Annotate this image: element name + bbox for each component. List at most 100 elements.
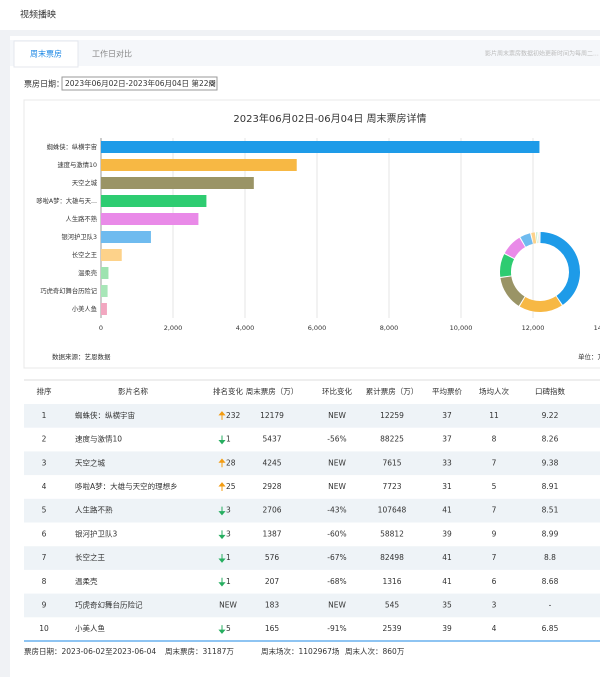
table-cell: 3 bbox=[226, 529, 231, 538]
table-cell: 人生路不熟 bbox=[75, 505, 113, 515]
table-cell: 2928 bbox=[262, 482, 281, 491]
table-cell: 9 bbox=[492, 529, 497, 538]
bar bbox=[101, 177, 254, 189]
x-tick-label: 12,000 bbox=[522, 324, 545, 332]
x-tick-label: 6,000 bbox=[308, 324, 327, 332]
table-cell: 576 bbox=[265, 553, 280, 562]
table-cell: 3 bbox=[226, 506, 231, 515]
table-cell: 9.38 bbox=[542, 458, 559, 467]
x-tick-label: 2,000 bbox=[164, 324, 183, 332]
table-cell: 1 bbox=[226, 577, 231, 586]
bar bbox=[101, 267, 109, 279]
table-cell: 545 bbox=[385, 600, 400, 609]
donut-slice bbox=[535, 232, 538, 244]
table-cell: 4 bbox=[492, 624, 497, 633]
chart-title: 2023年06月02日-06月04日 周末票房详情 bbox=[233, 112, 426, 125]
table-cell: 银河护卫队3 bbox=[75, 528, 117, 538]
arrow-down bbox=[218, 577, 226, 587]
table-cell: 2 bbox=[42, 435, 47, 444]
row-bg bbox=[24, 498, 600, 523]
table-cell: 5437 bbox=[262, 435, 281, 444]
y-tick-label: 小美人鱼 bbox=[72, 304, 97, 313]
row-bg bbox=[24, 546, 600, 570]
arrow-down bbox=[218, 530, 226, 540]
table-cell: -56% bbox=[327, 435, 346, 444]
table-header: 环比变化 bbox=[322, 386, 352, 396]
tab[interactable]: 周末票房 bbox=[30, 49, 62, 59]
table-cell: 58812 bbox=[380, 529, 404, 538]
y-tick-label: 天空之城 bbox=[72, 178, 98, 187]
donut-slice bbox=[531, 232, 537, 244]
y-tick-label: 速度与激情10 bbox=[58, 160, 98, 169]
select-value[interactable]: 2023年06月02日-2023年06月04日 第22周 bbox=[65, 78, 216, 88]
notice: 影片周末票房数据初始更新时间为每周二... bbox=[485, 50, 599, 58]
x-tick-label: 10,000 bbox=[450, 324, 473, 332]
table-cell: 5 bbox=[492, 482, 497, 491]
table-cell: 39 bbox=[442, 529, 452, 538]
table-cell: 8.99 bbox=[542, 529, 559, 538]
table-cell: 11 bbox=[489, 411, 499, 420]
table-cell: 6 bbox=[492, 577, 497, 586]
bar bbox=[101, 141, 540, 153]
table-cell: 温柔壳 bbox=[75, 576, 98, 586]
table-cell: 183 bbox=[265, 600, 280, 609]
table-cell: 88225 bbox=[380, 435, 404, 444]
arrow-down bbox=[218, 435, 226, 445]
bar bbox=[101, 249, 122, 261]
donut-slice bbox=[499, 254, 515, 277]
table-cell: 蜘蛛侠：纵横宇宙 bbox=[75, 410, 135, 420]
table-cell: 3 bbox=[42, 458, 47, 467]
table-cell: -43% bbox=[327, 506, 346, 515]
tab[interactable]: 工作日对比 bbox=[92, 49, 132, 59]
table-cell: 7615 bbox=[382, 458, 401, 467]
table-cell: 1387 bbox=[262, 529, 281, 538]
donut-slice bbox=[504, 237, 526, 259]
table-cell: 41 bbox=[442, 577, 452, 586]
table-cell: NEW bbox=[328, 482, 346, 491]
table-cell: 28 bbox=[226, 458, 236, 467]
filter-label: 票房日期： bbox=[24, 79, 64, 89]
table-cell: 巧虎奇幻舞台历险记 bbox=[75, 599, 143, 609]
row-bg bbox=[24, 451, 600, 476]
table-header: 影片名称 bbox=[118, 386, 148, 396]
y-tick-label: 长空之王 bbox=[72, 250, 97, 259]
table-cell: 哆啦A梦：大雄与天空的理想乡 bbox=[75, 481, 178, 491]
table-cell: 41 bbox=[442, 506, 452, 515]
footer-text: 票房日期：2023-06-02至2023-06-04 bbox=[24, 646, 156, 656]
table-cell: 33 bbox=[442, 458, 452, 467]
table-cell: 1 bbox=[42, 411, 47, 420]
page-title: 视频播映 bbox=[20, 9, 56, 21]
x-tick-label: 0 bbox=[99, 324, 103, 332]
y-tick-label: 哆啦A梦：大雄与天... bbox=[36, 196, 97, 205]
arrow-down bbox=[218, 625, 226, 634]
table-header: 口碑指数 bbox=[535, 386, 565, 396]
x-tick-label: 4,000 bbox=[236, 324, 255, 332]
table-header: 排名变化 bbox=[213, 386, 243, 396]
bar bbox=[101, 303, 107, 315]
table-cell: 6 bbox=[42, 529, 47, 538]
table-cell: 8 bbox=[492, 435, 497, 444]
row-bg bbox=[24, 404, 600, 428]
tab-active[interactable] bbox=[13, 40, 79, 68]
table-cell: 82498 bbox=[380, 553, 404, 562]
bar bbox=[101, 213, 199, 225]
table-cell: 7 bbox=[42, 553, 47, 562]
table-cell: -67% bbox=[327, 553, 346, 562]
footer-text: 周末场次：1102967场 bbox=[261, 646, 340, 656]
arrow-up bbox=[218, 411, 226, 420]
select[interactable] bbox=[61, 76, 218, 91]
y-tick-label: 巧虎奇幻舞台历险记 bbox=[40, 286, 97, 295]
table-cell: 12259 bbox=[380, 411, 404, 420]
footer-text: 周末人次：860万 bbox=[345, 646, 405, 656]
table-cell: 41 bbox=[442, 553, 452, 562]
table-cell: 107648 bbox=[378, 506, 407, 515]
table-cell: 12179 bbox=[260, 411, 284, 420]
table-cell: 7 bbox=[492, 506, 497, 515]
table-cell: 8.91 bbox=[542, 482, 559, 491]
table-header: 平均票价 bbox=[432, 386, 462, 396]
footer-text: 周末票房：31187万 bbox=[165, 646, 234, 656]
table-cell: 165 bbox=[265, 624, 280, 633]
bar bbox=[101, 159, 297, 171]
table-cell: 35 bbox=[442, 600, 452, 609]
